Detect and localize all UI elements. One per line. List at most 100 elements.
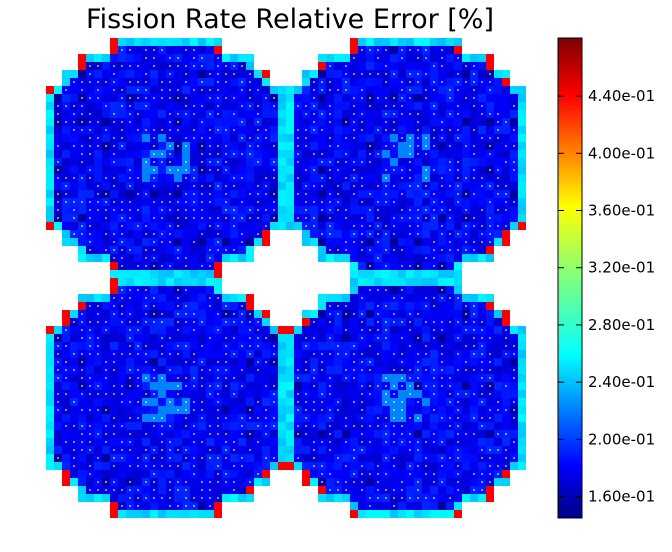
heatmap-cell-1895 [166, 374, 174, 382]
pin-dot-36 [145, 57, 147, 59]
heatmap-cell-1365 [310, 206, 318, 214]
pin-dot-1891 [137, 377, 139, 379]
pin-dot-889 [329, 81, 331, 83]
heatmap-cell-2059 [278, 414, 286, 422]
heatmap-cell-1451 [518, 222, 526, 230]
heatmap-cell-1906 [254, 374, 262, 382]
heatmap-cell-35 [134, 54, 142, 62]
pin-dot-1822 [65, 361, 67, 363]
heatmap-cell-1763 [70, 342, 78, 350]
pin-dot-1698 [257, 321, 259, 323]
heatmap-cell-1587 [198, 278, 206, 286]
pin-dot-1382 [449, 209, 451, 211]
heatmap-cell-1331 [518, 190, 526, 198]
pin-dot-977 [329, 105, 331, 107]
pin-dot-1765 [89, 345, 91, 347]
heatmap-cell-834 [462, 54, 470, 62]
heatmap-cell-96 [254, 70, 262, 78]
heatmap-cell-843 [358, 62, 366, 70]
heatmap-cell-44 [206, 54, 214, 62]
pin-dot-1156 [321, 153, 323, 155]
heatmap-cell-2011 [134, 406, 142, 414]
heatmap-cell-1746 [174, 334, 182, 342]
pin-dot-434 [129, 169, 131, 171]
heatmap-cell-530 [174, 190, 182, 198]
pin-dot-809 [409, 49, 411, 51]
pin-dot-1232 [449, 169, 451, 171]
pin-dot-531 [185, 193, 187, 195]
pin-dot-671 [121, 233, 123, 235]
heatmap-cell-14 [110, 46, 118, 54]
pin-dot-1465 [409, 233, 411, 235]
pin-dot-1559 [441, 265, 443, 267]
pin-dot-1514 [401, 249, 403, 251]
heatmap-cell-679 [182, 230, 190, 238]
pin-dot-751 [185, 257, 187, 259]
heatmap-cell-1962 [222, 390, 230, 398]
pin-dot-1190 [353, 161, 355, 163]
heatmap-cell-1604 [78, 294, 86, 302]
heatmap-cell-653 [198, 222, 206, 230]
pin-dot-805 [377, 49, 379, 51]
pin-dot-57 [137, 65, 139, 67]
pin-dot-486 [65, 185, 67, 187]
pin-dot-1097 [329, 137, 331, 139]
pin-dot-289 [169, 129, 171, 131]
heatmap-cell-710 [222, 238, 230, 246]
heatmap-cell-1371 [358, 206, 366, 214]
heatmap-cell-1158 [334, 150, 342, 158]
heatmap-cell-1056 [478, 118, 486, 126]
pin-dot-461 [105, 177, 107, 179]
pin-dot-1434 [385, 225, 387, 227]
pin-dot-321 [185, 137, 187, 139]
pin-dot-1679 [105, 321, 107, 323]
pin-dot-624 [209, 217, 211, 219]
pin-dot-560 [177, 201, 179, 203]
pin-dot-2064 [81, 425, 83, 427]
pin-dot-1310 [353, 193, 355, 195]
heatmap-cell-707 [198, 238, 206, 246]
heatmap-cell-968 [494, 94, 502, 102]
pin-dot-596 [225, 209, 227, 211]
heatmap-cell-885 [502, 70, 510, 78]
heatmap-cell-304 [46, 134, 54, 142]
pin-dot-1214 [305, 169, 307, 171]
heatmap-cell-882 [478, 70, 486, 78]
heatmap-cell-1760 [46, 342, 54, 350]
heatmap-cell-299 [246, 126, 254, 134]
pin-dot-1123 [297, 145, 299, 147]
pin-dot-1397 [329, 217, 331, 219]
pin-dot-1793 [73, 353, 75, 355]
heatmap-cell-1391 [518, 206, 526, 214]
pin-dot-1014 [385, 113, 387, 115]
pin-dot-429 [89, 169, 91, 171]
heatmap-cell-644 [126, 222, 134, 230]
heatmap-cell-1327 [486, 190, 494, 198]
heatmap-cell-1221 [358, 166, 366, 174]
heatmap-cell-1923 [150, 382, 158, 390]
pin-dot-1389 [505, 209, 507, 211]
heatmap-cell-1787 [262, 342, 270, 350]
heatmap-cell-105 [118, 78, 126, 86]
pin-dot-1506 [337, 249, 339, 251]
pin-dot-1894 [161, 377, 163, 379]
pin-dot-202 [193, 105, 195, 107]
heatmap-cell-2071 [134, 422, 142, 430]
heatmap-cell-1589 [214, 278, 222, 286]
heatmap-cell-1768 [110, 342, 118, 350]
pin-dot-1696 [241, 321, 243, 323]
pin-dot-185 [57, 105, 59, 107]
heatmap-cell-1933 [230, 382, 238, 390]
heatmap-cell-489 [86, 182, 94, 190]
pin-dot-372 [113, 153, 115, 155]
heatmap-cell-448 [238, 166, 246, 174]
heatmap-cell-1643 [214, 302, 222, 310]
heatmap-cell-251 [102, 118, 110, 126]
heatmap-cell-753 [198, 254, 206, 262]
pin-dot-1688 [177, 321, 179, 323]
pin-dot-413 [201, 161, 203, 163]
pin-dot-1192 [369, 161, 371, 163]
heatmap-cell-940 [510, 86, 518, 94]
pin-dot-646 [145, 225, 147, 227]
